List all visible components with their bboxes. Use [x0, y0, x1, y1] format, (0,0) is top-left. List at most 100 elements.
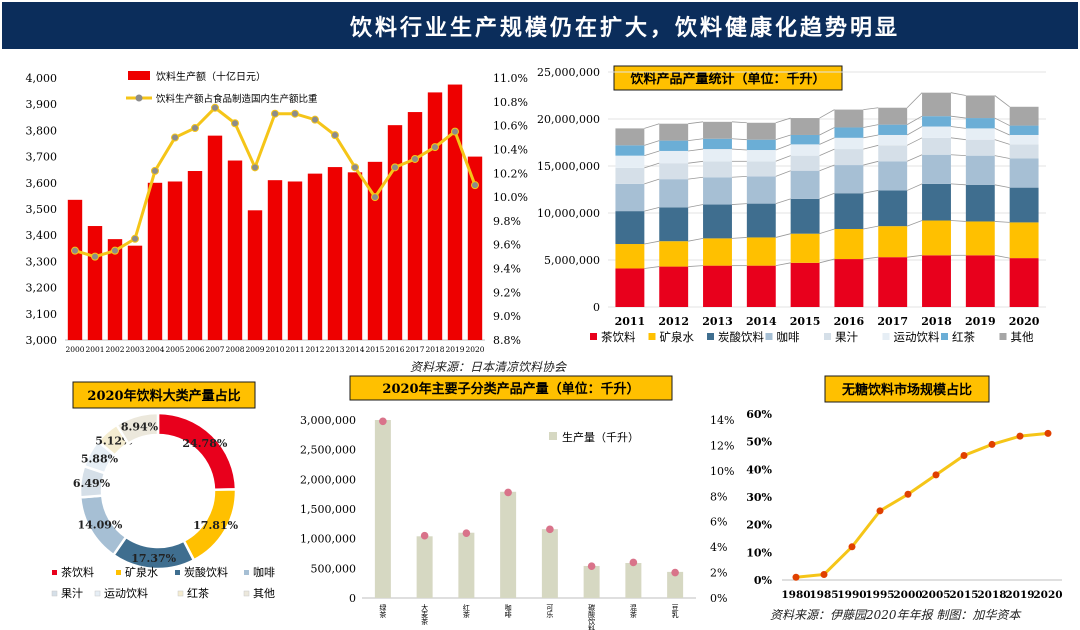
legend-label: 果汁 — [61, 587, 83, 600]
pct-point — [546, 525, 554, 534]
volume-title-box — [613, 65, 843, 91]
product-volume-chart: 0 5,000,000 10,000,000 15,000,000 20,000,000… — [537, 66, 1046, 344]
legend-swatch — [243, 590, 250, 597]
line-point — [71, 246, 79, 255]
x-tick: 2014 — [345, 345, 364, 354]
stack-segment — [965, 95, 995, 119]
x-tick: 2012 — [305, 345, 324, 354]
x-tick: 红茶 — [462, 603, 470, 618]
legend-label: 运动饮料 — [104, 586, 148, 600]
bar — [467, 156, 483, 340]
legend-line-marker — [135, 94, 143, 102]
series-connector — [950, 154, 966, 157]
stack-segment — [965, 139, 995, 156]
series-connector — [819, 192, 835, 200]
x-tick: 2015 — [365, 345, 384, 354]
x-tick: 2017 — [877, 315, 908, 328]
line-point — [271, 109, 279, 118]
bar — [247, 210, 263, 340]
x-tick: 2003 — [125, 345, 144, 354]
x-tick: 2019 — [1005, 589, 1034, 601]
series-connector — [644, 206, 660, 212]
series-connector — [819, 228, 835, 235]
y-tick: 20,000,000 — [537, 113, 600, 126]
stack-segment — [703, 161, 732, 178]
y-tick-left: 3,600 — [26, 177, 58, 190]
stack-segment — [615, 211, 645, 245]
stack-segment — [659, 207, 689, 242]
bar — [307, 173, 323, 340]
series-connector — [950, 115, 966, 119]
series-connector — [775, 170, 791, 177]
series-connector — [731, 203, 747, 205]
x-tick: 2018 — [921, 315, 952, 328]
stack-segment — [834, 259, 864, 307]
x-tick: 2006 — [185, 345, 204, 354]
x-tick: 2019 — [965, 315, 996, 328]
bar — [87, 226, 103, 340]
stack-segment — [1009, 144, 1039, 159]
y-tick: 5,000,000 — [544, 254, 600, 267]
y-tick-right: 8.8% — [493, 334, 521, 347]
y-tick-right: 11.0% — [493, 72, 528, 85]
line-point — [904, 490, 912, 498]
series-connector — [775, 134, 791, 141]
x-tick: 大麦茶 — [421, 603, 429, 625]
x-tick: 2017 — [405, 345, 424, 354]
stack-segment — [834, 228, 864, 260]
legend-label: 咖啡 — [253, 565, 275, 579]
legend-swatch — [175, 570, 180, 575]
legend-swatch — [177, 590, 184, 597]
stack-segment — [878, 226, 908, 258]
stack-segment — [1009, 134, 1039, 145]
x-tick: 2020 — [1009, 315, 1040, 328]
stack-segment — [878, 145, 908, 162]
y-tick-right: 9.6% — [493, 239, 521, 252]
y-tick: 10,000,000 — [537, 207, 600, 220]
series-connector — [994, 95, 1010, 108]
y-tick-right: 4% — [710, 541, 727, 554]
series-connector — [906, 126, 923, 136]
legend-label: 矿泉水 — [125, 565, 158, 579]
volume-title: 饮料产品产量统计（单位：千升） — [629, 71, 825, 87]
bar — [327, 167, 343, 340]
stack-segment — [922, 220, 951, 256]
stack-segment — [790, 144, 820, 156]
x-tick: 2018 — [977, 589, 1006, 601]
series-connector — [994, 221, 1010, 223]
legend-swatch — [648, 333, 656, 340]
x-tick: 2018 — [425, 345, 444, 354]
x-tick: 2014 — [746, 315, 777, 328]
stack-segment — [922, 255, 951, 307]
y-tick-right: 10.0% — [493, 191, 528, 204]
y-tick: 50% — [746, 436, 772, 449]
pie-value-label: 8.94% — [121, 421, 159, 434]
stack-segment — [703, 149, 732, 162]
y-tick-left: 500,000 — [311, 562, 357, 575]
series-connector — [863, 256, 879, 260]
series-connector — [688, 121, 704, 125]
stack-segment — [922, 137, 951, 155]
stack-segment — [922, 116, 951, 127]
stack-segment — [659, 163, 689, 180]
y-tick-right: 10.4% — [493, 143, 528, 156]
x-tick: 2008 — [225, 345, 244, 354]
stack-segment — [878, 124, 908, 135]
y-tick: 30% — [746, 491, 772, 504]
line-point — [792, 573, 800, 581]
stack-segment — [659, 266, 689, 307]
stack-segment — [922, 92, 951, 117]
legend-label: 红茶 — [952, 330, 975, 344]
series-connector — [775, 117, 791, 124]
series-connector — [731, 138, 747, 141]
stack-segment — [878, 161, 908, 191]
stack-segment — [746, 203, 776, 238]
pct-point — [420, 531, 429, 540]
x-tick: 2005 — [921, 589, 950, 601]
stack-segment — [834, 127, 864, 138]
bar — [347, 172, 363, 340]
stack-segment — [922, 183, 951, 221]
stack-segment — [659, 123, 689, 141]
x-tick: 混茶 — [629, 603, 637, 618]
series-connector — [907, 254, 923, 258]
